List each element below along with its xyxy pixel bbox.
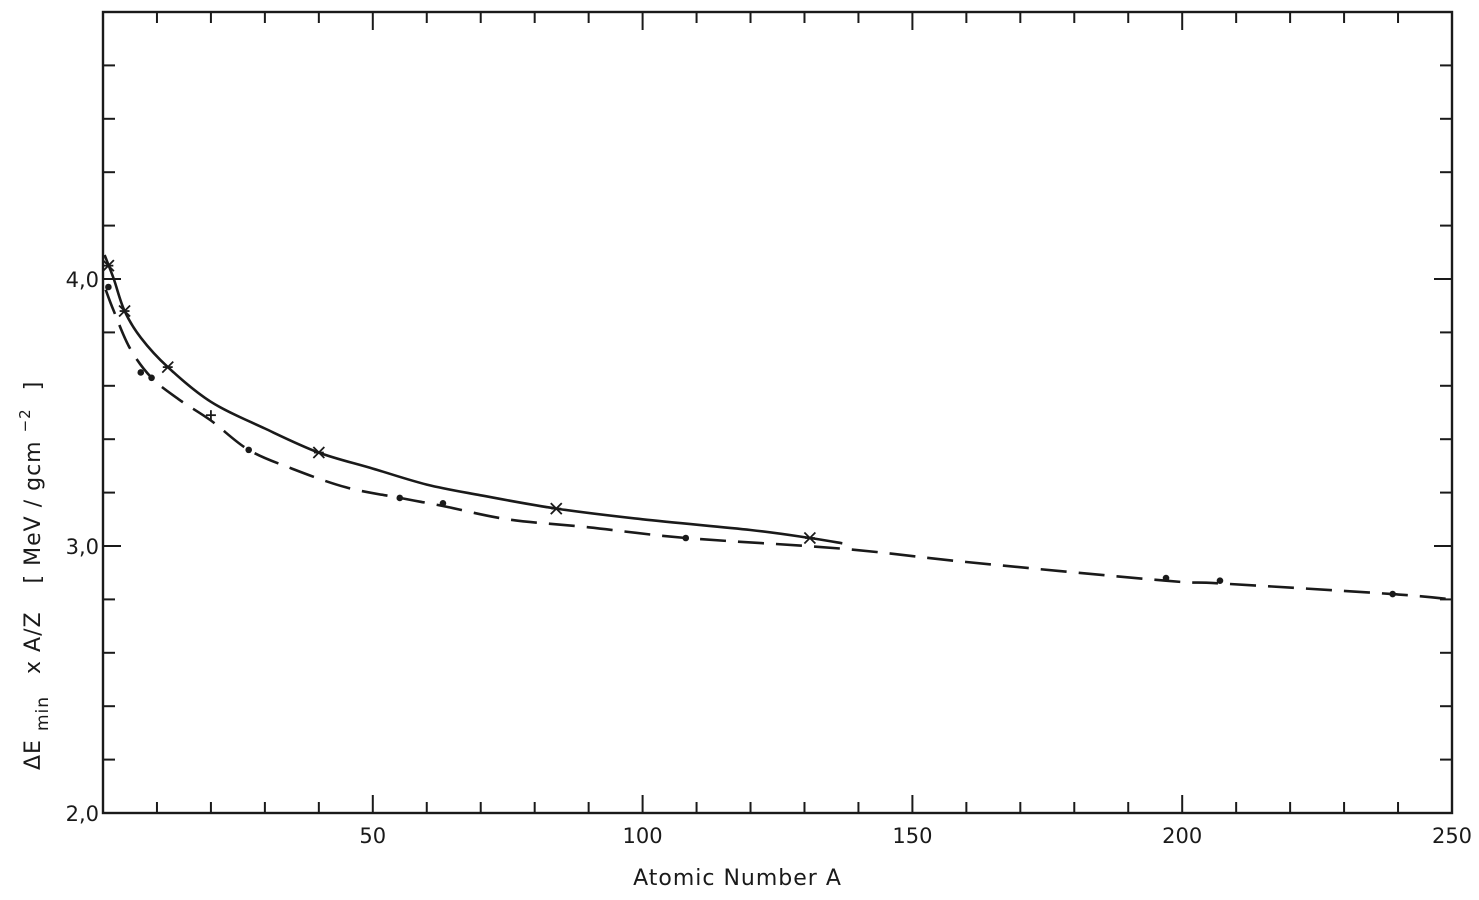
y-axis-label-subscript: min <box>33 696 53 731</box>
plot-border <box>101 10 1454 815</box>
x-tick-label: 100 <box>623 824 663 848</box>
y-tick-label: 2,0 <box>66 802 99 826</box>
x-axis-ticks: 50 100 150 200 250 <box>155 12 1472 848</box>
y-axis-label-units-close: ] <box>21 381 46 391</box>
series-point-star <box>312 446 325 459</box>
y-axis-label-units: [ MeV / gcm <box>21 440 46 583</box>
series-point-dot <box>682 534 690 542</box>
y-tick-label: 4,0 <box>66 268 99 292</box>
x-tick-label: 150 <box>892 824 932 848</box>
series-point-dot <box>1162 574 1170 582</box>
y-axis-label-rest: x A/Z <box>21 611 46 674</box>
x-axis-label: Atomic Number A <box>633 866 842 891</box>
series-point-star <box>550 502 563 515</box>
series-point-dot <box>396 494 404 502</box>
y-axis-ticks: 2,0 3,0 4,0 <box>66 64 1452 826</box>
series-point-dot <box>137 369 145 376</box>
series-point-star <box>803 531 817 545</box>
x-tick-label: 250 <box>1432 824 1472 848</box>
series-layer <box>103 254 1453 601</box>
series-point-plus <box>205 410 216 421</box>
y-axis-label-units-exponent: −2 <box>16 408 34 432</box>
series-line-solid <box>103 254 843 545</box>
x-tick-label: 50 <box>359 824 386 848</box>
series-point-dot <box>148 374 155 382</box>
y-tick-label: 3,0 <box>66 535 99 559</box>
series-point-star <box>161 360 174 374</box>
y-axis-label: ΔE min x A/Z [ MeV / gcm −2 ] <box>11 381 54 770</box>
x-tick-label: 200 <box>1162 824 1202 848</box>
series-point-dot <box>245 446 252 454</box>
plot-frame <box>101 10 1454 815</box>
series-line-dashed <box>104 289 1453 601</box>
series-point-dot <box>105 283 112 291</box>
series-point-star <box>102 259 115 272</box>
series-point-dot <box>1389 590 1396 598</box>
y-axis-label-delta: ΔE <box>21 739 46 770</box>
series-point-star <box>118 304 131 318</box>
marker-layer <box>102 259 1396 598</box>
series-point-dot <box>439 499 447 507</box>
series-point-dot <box>1216 577 1224 585</box>
